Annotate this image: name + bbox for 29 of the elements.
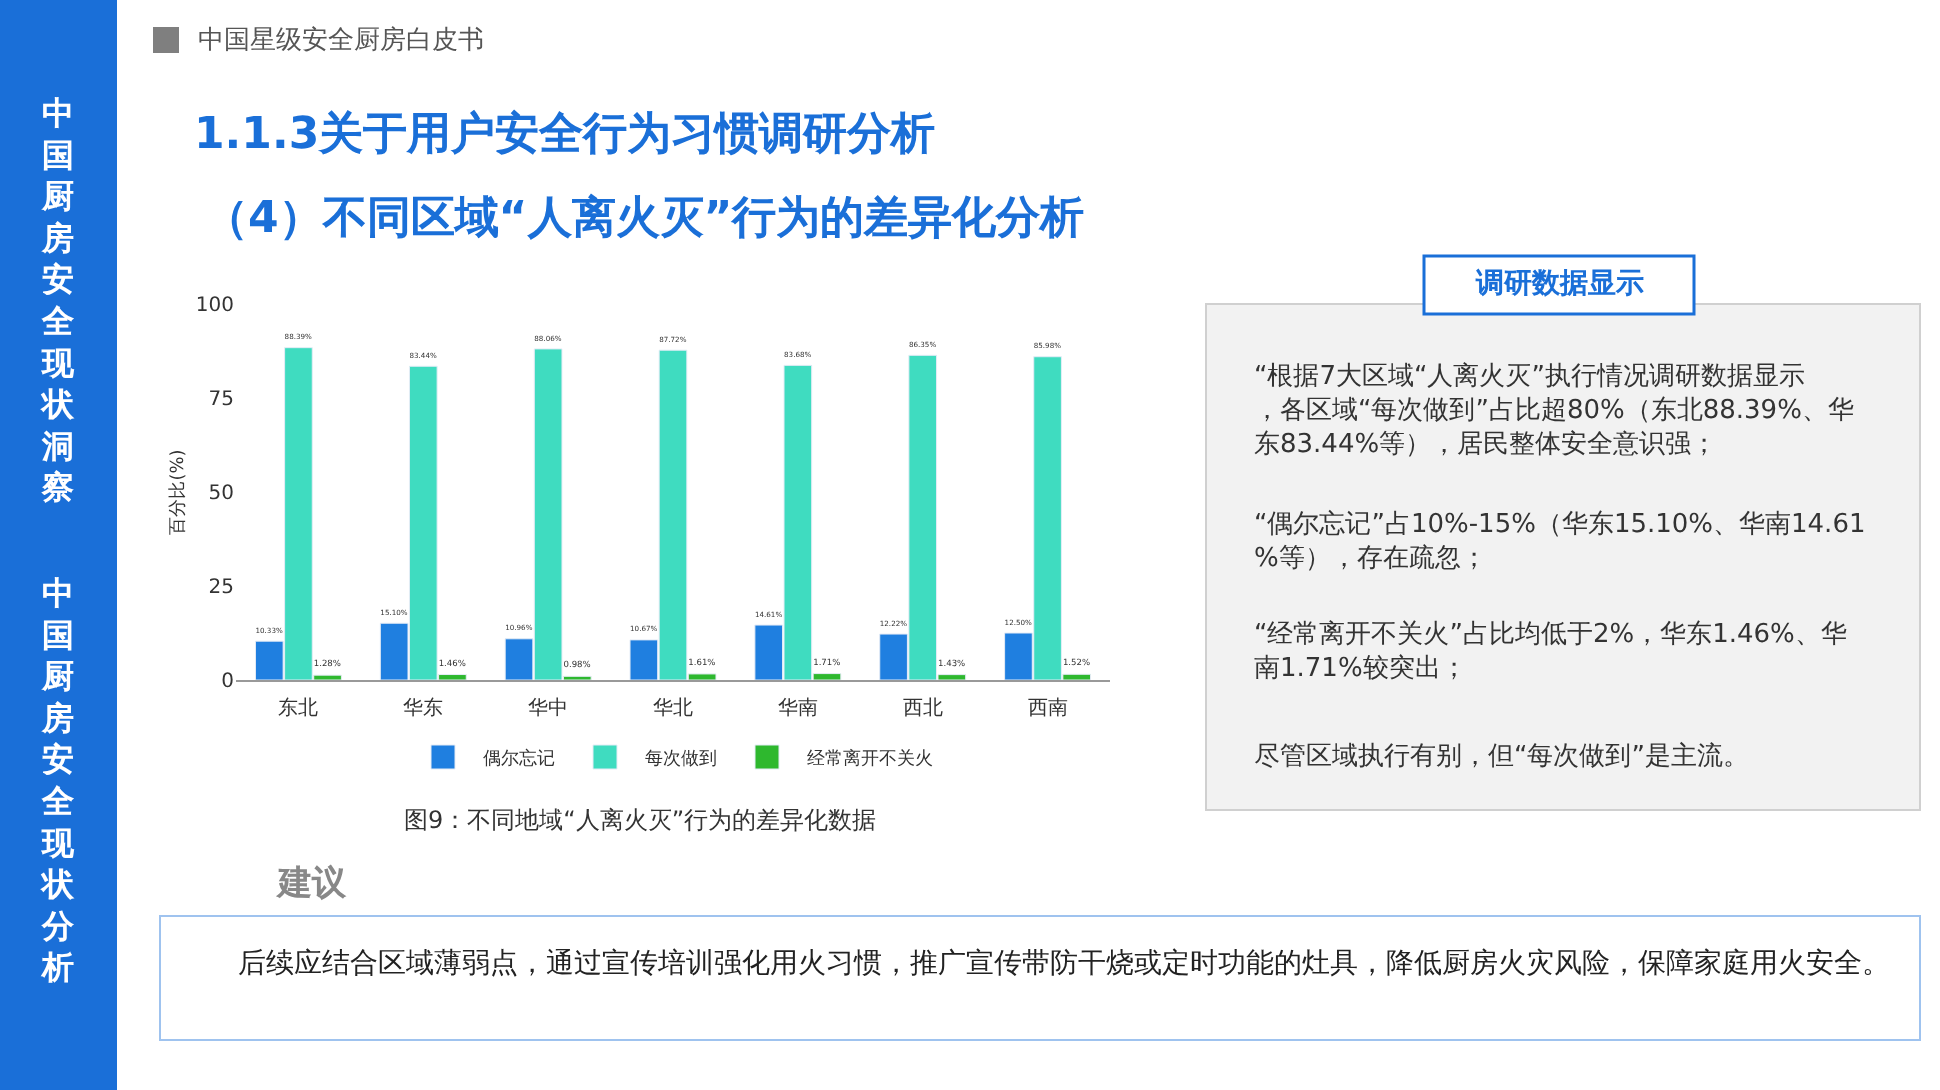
x-tick-label: 华北 [653, 696, 693, 720]
y-tick-label: 75 [208, 389, 234, 411]
x-tick-label: 华南 [777, 696, 818, 720]
text: “根据7大区域“人离火灭”执行情况调研数据显示，各区域“每次做到”占比超80%（东北88.39%、华东83.44%等），居民整体安全意识强； [1254, 360, 1854, 460]
x-tick-label: 西南 [1027, 696, 1068, 720]
text: “经常离开不关火”占比均低于2%，华东1.46%、华南1.71%较突出； [1254, 618, 1847, 684]
text: 建议 [274, 864, 348, 904]
legend-label: 每次做到 [645, 748, 717, 771]
text: 后续应结合区域薄弱点，通过宣传培训强化用火习惯，推广宣传带防干烧或定时功能的灶具，降低厨房火灾风险，保障家庭用火安全。 [238, 948, 1890, 980]
text: “偶尔忘记”占10%-15%（华东15.10%、华南14.61%等），存在疏忽； [1254, 508, 1866, 574]
legend-label: 偶尔忘记 [483, 748, 555, 771]
y-tick-label: 0 [221, 671, 234, 693]
x-tick-label: 东北 [278, 696, 319, 720]
x-tick-label: 华中 [528, 696, 569, 720]
y-axis-title: 百分比(%) [166, 449, 189, 535]
x-tick-label: 西北 [902, 696, 943, 720]
text: 1.1.3关于用户安全行为习惯调研分析 [194, 108, 936, 160]
x-tick-label: 华东 [403, 696, 444, 720]
y-tick-label: 100 [195, 295, 234, 317]
text: 中国厨房安全现状洞察 [42, 94, 74, 507]
text: （4）不同区域“人离火灭”行为的差异化分析 [204, 192, 1085, 244]
text: 中国厨房安全现状分析 [42, 574, 74, 987]
y-tick-label: 50 [208, 483, 234, 505]
text: 调研数据显示 [1474, 268, 1644, 300]
text: 尽管区域执行有别，但“每次做到”是主流。 [1254, 740, 1749, 772]
caption: 图9：不同地域“人离火灭”行为的差异化数据 [404, 806, 877, 834]
legend-label: 经常离开不关火 [807, 748, 933, 771]
y-tick-label: 25 [208, 577, 234, 599]
text: 中国星级安全厨房白皮书 [198, 24, 484, 56]
